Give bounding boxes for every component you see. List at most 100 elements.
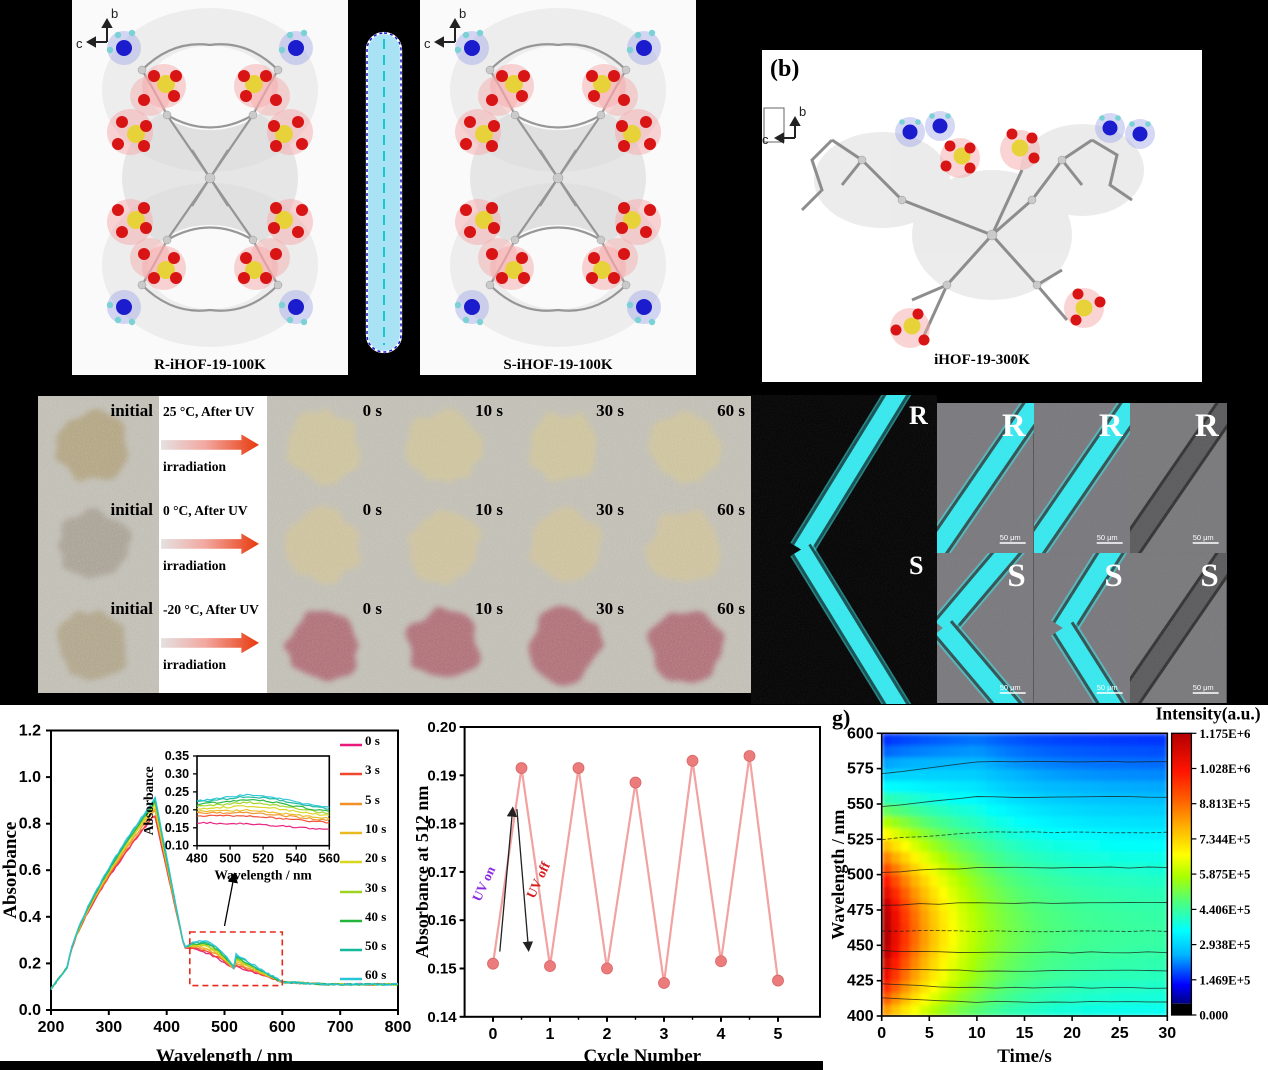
svg-text:0.6: 0.6 [19, 862, 41, 879]
svg-text:Absorbance: Absorbance [141, 766, 156, 835]
svg-text:Absorbance: Absorbance [0, 822, 21, 919]
svg-text:b: b [111, 6, 118, 21]
svg-text:g): g) [832, 705, 850, 730]
svg-text:400: 400 [847, 1008, 874, 1025]
svg-text:15: 15 [1016, 1025, 1034, 1042]
svg-text:0 s: 0 s [363, 401, 383, 420]
svg-text:60 s: 60 s [717, 500, 745, 519]
svg-text:0.20: 0.20 [165, 802, 189, 816]
svg-text:0.15: 0.15 [165, 820, 189, 834]
svg-text:0 s: 0 s [363, 599, 383, 618]
svg-text:0.8: 0.8 [19, 816, 41, 833]
svg-text:0: 0 [489, 1026, 498, 1043]
svg-text:c: c [762, 132, 769, 147]
svg-text:30 s: 30 s [596, 500, 624, 519]
svg-text:initial: initial [110, 401, 153, 420]
svg-text:b: b [799, 104, 806, 119]
svg-text:10 s: 10 s [475, 599, 503, 618]
svg-text:525: 525 [847, 831, 874, 848]
svg-text:Absorbance at 512 nm: Absorbance at 512 nm [416, 786, 432, 959]
svg-text:4: 4 [717, 1026, 726, 1043]
svg-text:450: 450 [847, 937, 874, 954]
svg-text:25: 25 [1111, 1025, 1129, 1042]
svg-text:Intensity(a.u.): Intensity(a.u.) [1156, 705, 1261, 723]
svg-text:R: R [1002, 408, 1027, 444]
svg-text:10: 10 [968, 1025, 986, 1042]
svg-text:Wavelength / nm: Wavelength / nm [830, 810, 848, 940]
svg-text:30 s: 30 s [596, 401, 624, 420]
svg-text:60 s: 60 s [717, 401, 745, 420]
svg-text:c: c [76, 36, 83, 51]
svg-text:600: 600 [847, 725, 874, 742]
svg-text:Time/s: Time/s [997, 1046, 1052, 1067]
svg-text:10 s: 10 s [475, 401, 503, 420]
svg-text:0.35: 0.35 [165, 749, 189, 763]
svg-text:0 s: 0 s [363, 500, 383, 519]
svg-text:400: 400 [153, 1019, 180, 1036]
svg-text:0.15: 0.15 [427, 961, 456, 978]
svg-text:S: S [1104, 558, 1122, 594]
svg-text:0.000: 0.000 [1199, 1009, 1228, 1023]
svg-text:560: 560 [319, 850, 341, 865]
svg-text:R: R [1195, 408, 1220, 444]
svg-text:800: 800 [385, 1019, 412, 1036]
svg-text:5: 5 [925, 1025, 934, 1042]
svg-text:0.14: 0.14 [427, 1009, 457, 1026]
svg-text:60 s: 60 s [717, 599, 745, 618]
svg-text:575: 575 [847, 761, 874, 778]
svg-text:700: 700 [327, 1019, 354, 1036]
svg-text:520: 520 [253, 850, 275, 865]
svg-text:550: 550 [847, 796, 874, 813]
svg-text:0.4: 0.4 [19, 909, 41, 926]
svg-text:0.19: 0.19 [427, 767, 456, 784]
svg-text:50 μm: 50 μm [1096, 683, 1117, 692]
svg-text:8.813E+5: 8.813E+5 [1199, 797, 1250, 811]
svg-text:0.20: 0.20 [427, 719, 456, 736]
svg-text:20: 20 [1063, 1025, 1081, 1042]
svg-text:S: S [1007, 558, 1025, 594]
svg-text:7.344E+5: 7.344E+5 [1199, 832, 1250, 846]
svg-text:50 μm: 50 μm [1000, 533, 1021, 542]
svg-text:Wavelength / nm: Wavelength / nm [215, 867, 312, 882]
svg-text:480: 480 [187, 850, 209, 865]
svg-text:5.875E+5: 5.875E+5 [1199, 868, 1250, 882]
svg-text:1.175E+6: 1.175E+6 [1199, 727, 1251, 741]
svg-text:50 μm: 50 μm [1193, 683, 1214, 692]
svg-text:0: 0 [877, 1025, 886, 1042]
svg-text:300: 300 [95, 1019, 122, 1036]
svg-text:3: 3 [660, 1026, 669, 1043]
svg-text:0.2: 0.2 [19, 955, 41, 972]
svg-text:4.406E+5: 4.406E+5 [1199, 903, 1250, 917]
svg-text:540: 540 [286, 850, 308, 865]
svg-text:600: 600 [269, 1019, 296, 1036]
svg-text:30: 30 [1158, 1025, 1176, 1042]
svg-text:R: R [1099, 408, 1124, 444]
svg-text:b: b [459, 6, 466, 21]
svg-text:1.0: 1.0 [19, 769, 41, 786]
svg-text:c: c [424, 36, 431, 51]
svg-text:initial: initial [110, 599, 153, 618]
svg-text:475: 475 [847, 902, 874, 919]
svg-text:1: 1 [546, 1026, 555, 1043]
svg-text:1.2: 1.2 [19, 723, 41, 740]
svg-text:2: 2 [603, 1026, 612, 1043]
svg-text:(b): (b) [770, 56, 799, 82]
svg-text:50 μm: 50 μm [1000, 683, 1021, 692]
svg-text:425: 425 [847, 973, 874, 990]
svg-text:S: S [1201, 558, 1219, 594]
svg-text:500: 500 [220, 850, 242, 865]
svg-text:500: 500 [847, 867, 874, 884]
svg-text:1.469E+5: 1.469E+5 [1199, 973, 1250, 987]
svg-text:0.30: 0.30 [165, 767, 189, 781]
svg-text:200: 200 [38, 1019, 65, 1036]
svg-text:50 μm: 50 μm [1193, 533, 1214, 542]
svg-text:10 s: 10 s [475, 500, 503, 519]
svg-text:30 s: 30 s [596, 599, 624, 618]
svg-text:2.938E+5: 2.938E+5 [1199, 938, 1250, 952]
svg-text:initial: initial [110, 500, 153, 519]
svg-text:0.25: 0.25 [165, 785, 189, 799]
svg-text:50 μm: 50 μm [1096, 533, 1117, 542]
svg-text:0.0: 0.0 [19, 1002, 41, 1019]
svg-text:5: 5 [774, 1026, 783, 1043]
svg-text:1.028E+6: 1.028E+6 [1199, 762, 1251, 776]
